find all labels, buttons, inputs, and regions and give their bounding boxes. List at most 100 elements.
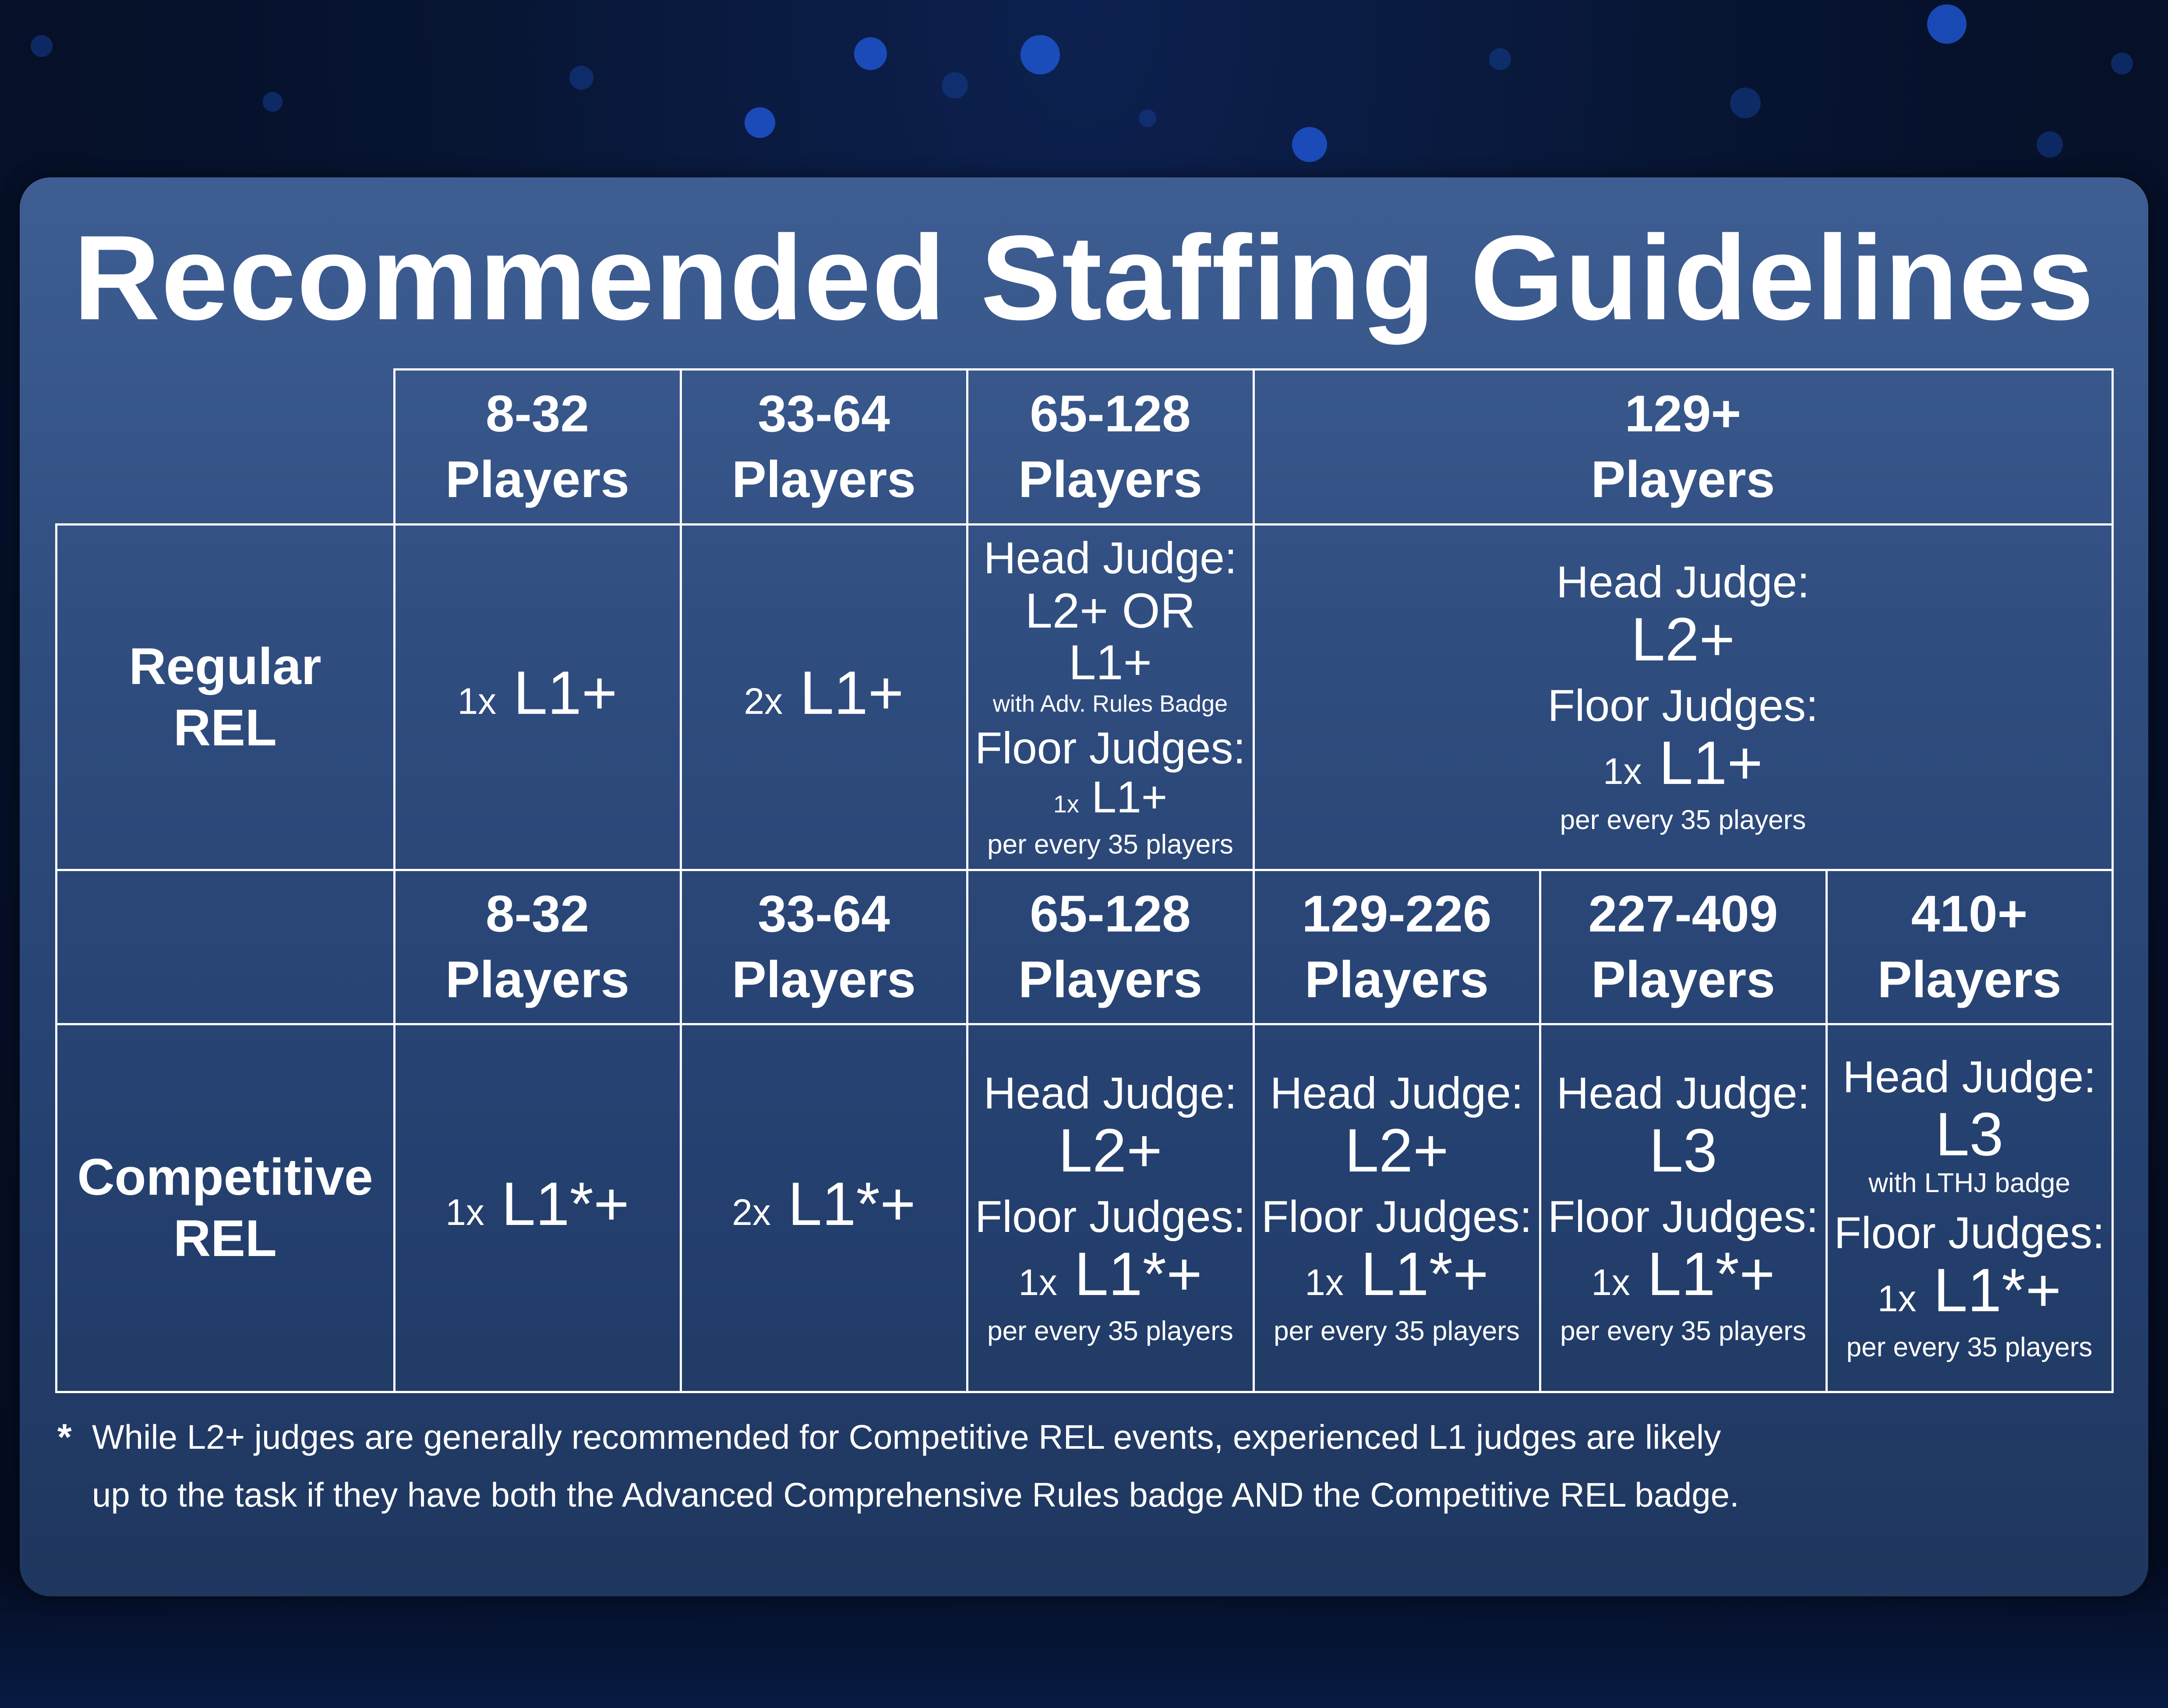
floor-judges-note: per every 35 players xyxy=(1560,805,1806,835)
head-judge-level-alt: L1+ xyxy=(1069,635,1152,690)
competitive-cell-3: Head Judge: L2+ Floor Judges: 1x L1*+ pe… xyxy=(966,1023,1255,1393)
judge-level: L1*+ xyxy=(787,1169,916,1238)
footnote-line-2: up to the task if they have both the Adv… xyxy=(92,1475,1739,1514)
competitive-header-3: 65-128 Players xyxy=(966,868,1255,1025)
row-label-line: Competitive xyxy=(77,1148,373,1206)
header-unit: Players xyxy=(445,451,629,508)
footnote-marker: * xyxy=(57,1416,72,1457)
header-unit: Players xyxy=(445,951,629,1009)
header-range: 410+ xyxy=(1911,885,2028,943)
floor-judge-level: L1*+ xyxy=(1933,1255,2062,1324)
row-label-regular: Regular REL xyxy=(55,523,395,871)
floor-judge-level: L1+ xyxy=(1091,772,1168,822)
head-judge-note: with Adv. Rules Badge xyxy=(992,690,1228,717)
floor-judge-level: L1*+ xyxy=(1074,1239,1202,1308)
header-unit: Players xyxy=(732,951,916,1009)
header-range: 129-226 xyxy=(1302,885,1492,943)
head-judge-level: L2+ xyxy=(1058,1115,1162,1185)
head-judge-level: L3 xyxy=(1935,1099,2004,1168)
floor-judge-level: L1+ xyxy=(1659,728,1763,797)
regular-header-3: 65-128 Players xyxy=(966,368,1255,526)
head-judge-level: L2+ xyxy=(1631,605,1735,674)
header-unit: Players xyxy=(1018,451,1202,508)
multiplier: 1x xyxy=(1053,790,1079,818)
multiplier: 2x xyxy=(744,681,783,722)
header-range: 227-409 xyxy=(1588,885,1778,943)
judge-level: L1+ xyxy=(513,658,618,727)
competitive-cell-5: Head Judge: L3 Floor Judges: 1x L1*+ per… xyxy=(1539,1023,1828,1393)
floor-judges-note: per every 35 players xyxy=(987,1316,1233,1346)
head-judge-note: with LTHJ badge xyxy=(1868,1168,2070,1198)
multiplier: 1x xyxy=(1603,751,1642,792)
floor-judge-level: L1*+ xyxy=(1647,1239,1775,1308)
competitive-cell-6: Head Judge: L3 with LTHJ badge Floor Jud… xyxy=(1825,1023,2114,1393)
row-label-competitive: Competitive REL xyxy=(55,1023,395,1393)
header-range: 33-64 xyxy=(758,385,890,443)
multiplier: 1x xyxy=(445,1191,484,1233)
competitive-header-5: 227-409 Players xyxy=(1539,868,1828,1025)
header-range: 65-128 xyxy=(1030,385,1191,443)
competitive-cell-2: 2x L1*+ xyxy=(679,1023,968,1393)
floor-judges-label: Floor Judges: xyxy=(1548,1191,1818,1242)
judge-level: L1*+ xyxy=(501,1169,629,1238)
multiplier: 2x xyxy=(732,1191,771,1233)
floor-judges-note: per every 35 players xyxy=(1274,1316,1520,1346)
head-judge-level: L2+ xyxy=(1345,1115,1449,1185)
floor-judges-label: Floor Judges: xyxy=(975,723,1246,773)
page-title: Recommended Staffing Guidelines xyxy=(73,211,2095,345)
head-judge-label: Head Judge: xyxy=(983,533,1237,583)
regular-header-4: 129+ Players xyxy=(1252,368,2114,526)
header-range: 129+ xyxy=(1624,385,1741,443)
row-label-line: REL xyxy=(173,699,277,757)
multiplier: 1x xyxy=(457,681,497,722)
regular-cell-1: 1x L1+ xyxy=(393,523,682,871)
competitive-header-1: 8-32 Players xyxy=(393,868,682,1025)
floor-judges-note: per every 35 players xyxy=(1560,1316,1806,1346)
staffing-table: 8-32 Players 33-64 Players 65-128 Player… xyxy=(55,368,2114,1393)
multiplier: 1x xyxy=(1305,1261,1344,1303)
regular-header-2: 33-64 Players xyxy=(679,368,968,526)
row-label-line: Regular xyxy=(129,637,321,695)
competitive-header-4: 129-226 Players xyxy=(1252,868,1541,1025)
regular-cell-4: Head Judge: L2+ Floor Judges: 1x L1+ per… xyxy=(1252,523,2114,871)
regular-header-1: 8-32 Players xyxy=(393,368,682,526)
floor-judges-label: Floor Judges: xyxy=(1834,1207,2105,1258)
footnote: * While L2+ judges are generally recomme… xyxy=(57,1408,1942,1524)
regular-cell-2: 2x L1+ xyxy=(679,523,968,871)
floor-judges-label: Floor Judges: xyxy=(1261,1191,1532,1242)
header-unit: Players xyxy=(1018,951,1202,1009)
competitive-header-6: 410+ Players xyxy=(1825,868,2114,1025)
floor-judges-note: per every 35 players xyxy=(987,829,1233,860)
header-unit: Players xyxy=(1591,451,1775,508)
head-judge-label: Head Judge: xyxy=(983,1068,1237,1118)
header-unit: Players xyxy=(1877,951,2062,1009)
head-judge-label: Head Judge: xyxy=(1556,557,1810,607)
multiplier: 1x xyxy=(1877,1277,1917,1319)
header-range: 65-128 xyxy=(1030,885,1191,943)
multiplier: 1x xyxy=(1591,1261,1630,1303)
header-range: 8-32 xyxy=(485,385,590,443)
head-judge-label: Head Judge: xyxy=(1270,1068,1524,1118)
corner-blank xyxy=(56,369,394,524)
head-judge-level: L2+ OR xyxy=(1025,583,1196,638)
footnote-line-1: While L2+ judges are generally recommend… xyxy=(92,1418,1721,1456)
floor-judges-label: Floor Judges: xyxy=(975,1191,1246,1242)
multiplier: 1x xyxy=(1018,1261,1057,1303)
head-judge-level: L3 xyxy=(1649,1115,1717,1185)
row-label-line: REL xyxy=(173,1210,277,1267)
head-judge-label: Head Judge: xyxy=(1843,1052,2096,1102)
floor-judges-label: Floor Judges: xyxy=(1547,681,1818,730)
floor-judge-level: L1*+ xyxy=(1360,1239,1489,1308)
competitive-header-2: 33-64 Players xyxy=(679,868,968,1025)
judge-level: L1+ xyxy=(800,658,904,727)
competitive-cell-1: 1x L1*+ xyxy=(393,1023,682,1393)
regular-cell-3: Head Judge: L2+ OR L1+ with Adv. Rules B… xyxy=(966,523,1255,871)
competitive-cell-4: Head Judge: L2+ Floor Judges: 1x L1*+ pe… xyxy=(1252,1023,1541,1393)
competitive-corner xyxy=(55,868,395,1025)
header-unit: Players xyxy=(732,451,916,508)
content-panel xyxy=(20,177,2148,1596)
head-judge-label: Head Judge: xyxy=(1556,1068,1810,1118)
floor-judges-note: per every 35 players xyxy=(1846,1332,2093,1362)
header-unit: Players xyxy=(1591,951,1775,1009)
header-range: 33-64 xyxy=(758,885,890,943)
